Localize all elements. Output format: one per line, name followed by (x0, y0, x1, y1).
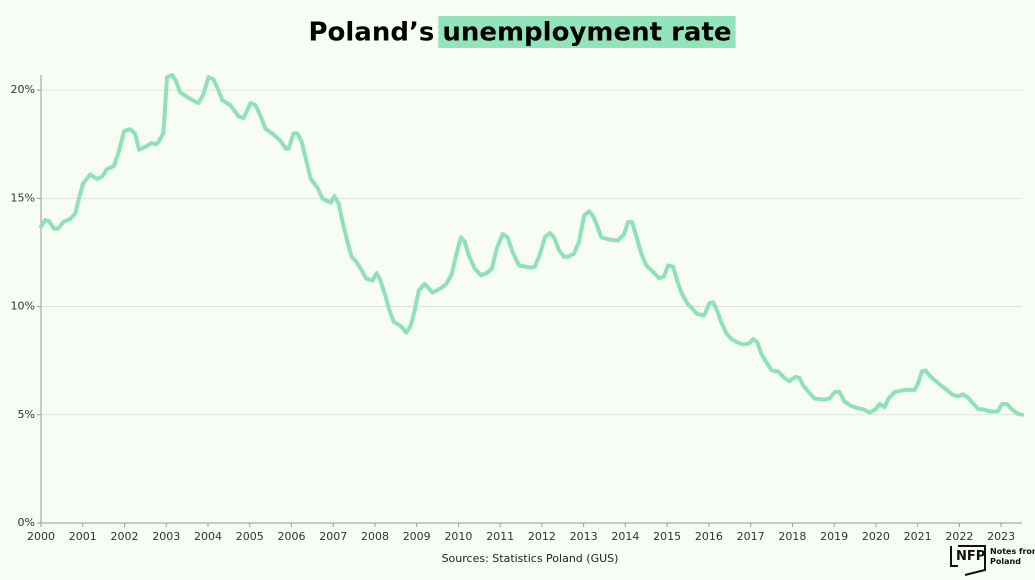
logo-text: Poland (990, 557, 1021, 566)
x-tick-label: 2011 (486, 530, 514, 543)
x-tick-label: 2009 (403, 530, 431, 543)
title-group: Poland’s unemployment rate (308, 16, 736, 48)
x-tick-label: 2020 (862, 530, 890, 543)
y-tick-label: 20% (11, 83, 35, 96)
logo-frame (950, 545, 986, 576)
y-tick-label: 5% (18, 408, 35, 421)
x-tick-label: 2014 (611, 530, 639, 543)
y-tick-label: 15% (11, 191, 35, 204)
x-tick-label: 2000 (27, 530, 55, 543)
y-tick-label: 10% (11, 300, 35, 313)
x-tick-label: 2016 (695, 530, 723, 543)
x-tick-label: 2010 (444, 530, 472, 543)
chart-title-highlight: unemployment rate (442, 18, 731, 48)
x-tick-label: 2005 (236, 530, 264, 543)
x-tick-label: 2013 (570, 530, 598, 543)
x-tick-label: 2012 (528, 530, 556, 543)
x-tick-label: 2023 (987, 530, 1015, 543)
x-tick-label: 2002 (110, 530, 138, 543)
x-tick-label: 2021 (904, 530, 932, 543)
data-line (39, 73, 1024, 417)
x-tick-label: 2015 (653, 530, 681, 543)
x-tick-label: 2004 (194, 530, 222, 543)
x-tick-label: 2008 (361, 530, 389, 543)
x-tick-label: 2022 (945, 530, 973, 543)
x-tick-label: 2001 (69, 530, 97, 543)
logo: NFP Notes from Poland (950, 545, 1035, 576)
x-tick-label: 2019 (820, 530, 848, 543)
logo-text: Notes from (990, 547, 1035, 556)
x-tick-label: 2007 (319, 530, 347, 543)
y-tick-label: 0% (18, 516, 35, 529)
title-highlight (438, 16, 736, 48)
chart-title: Poland’s (308, 18, 434, 48)
x-tick-label: 2003 (152, 530, 180, 543)
x-tick-label: 2017 (737, 530, 765, 543)
source: Sources: Statistics Poland (GUS) (442, 552, 619, 565)
x-tick-label: 2018 (778, 530, 806, 543)
logo-mark: NFP (956, 549, 985, 564)
x-tick-label: 2006 (277, 530, 305, 543)
